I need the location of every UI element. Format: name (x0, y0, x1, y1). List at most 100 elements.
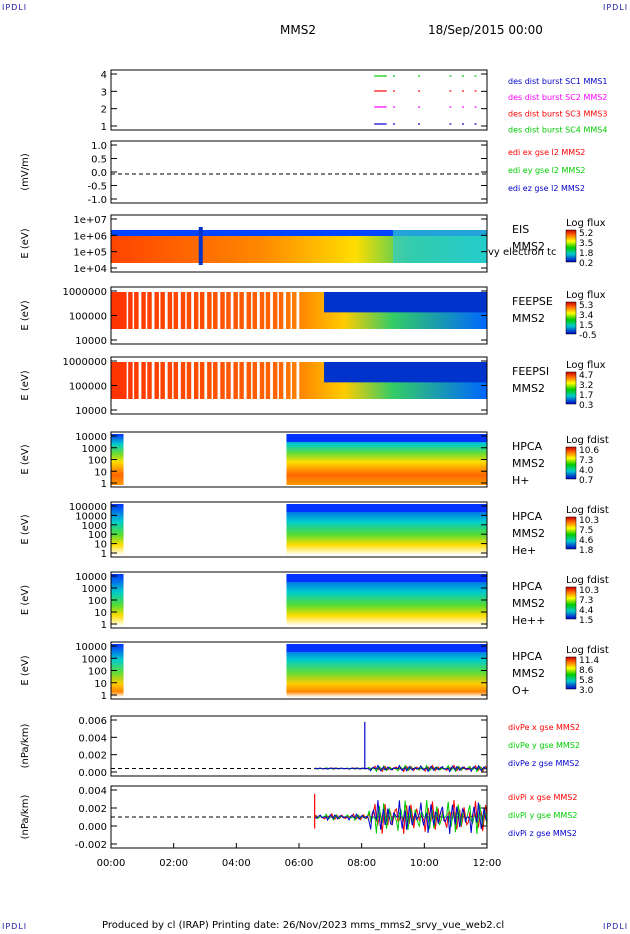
y-tick-label: 1 (101, 122, 107, 133)
right-label: MMS2 (512, 240, 545, 253)
y-tick-label: 100000 (69, 382, 107, 393)
hpca_h-early-block (111, 434, 124, 485)
legend-entry: des dist burst SC3 MMS3 (508, 109, 607, 118)
feepse-gap (271, 292, 273, 329)
hpca_hepp-top-band (286, 574, 487, 582)
colorbar (565, 586, 577, 620)
feepse-gap (297, 292, 300, 329)
y-tick-label: 0.000 (78, 768, 107, 779)
hpca_he-spectrum (286, 504, 487, 555)
right-label: MMS2 (512, 382, 545, 395)
feepse-gap (132, 292, 135, 329)
feepse-gap (152, 292, 155, 329)
x-tick-label: 12:00 (473, 858, 502, 869)
y-tick-label: 1000 (82, 654, 107, 665)
y-axis-label: E (eV) (20, 370, 31, 400)
overlay-text: vy electron tc (488, 247, 556, 258)
legend-entry: divPi z gse MMS2 (508, 829, 577, 838)
right-label: He+ (512, 544, 536, 557)
y-tick-label: 1 (101, 620, 107, 631)
right-label: HPCA (512, 650, 543, 663)
y-tick-label: 1e+06 (73, 231, 107, 242)
right-label: He++ (512, 614, 545, 627)
colorbar-tick-label: 5.8 (579, 676, 594, 686)
corner-label-top-right: IPDLI (603, 3, 629, 12)
y-tick-label: 100 (88, 530, 107, 541)
feepsi-gap (152, 362, 155, 399)
y-tick-label: 10000 (75, 336, 107, 347)
colorbar-tick-label: 0.7 (579, 476, 593, 486)
y-axis-label: (nPa/km) (20, 724, 31, 769)
y-tick-label: -0.5 (87, 182, 107, 193)
right-label: HPCA (512, 580, 543, 593)
feepse-gap (192, 292, 194, 329)
feepse-gap (164, 292, 167, 329)
colorbar-tick-label: 7.5 (579, 526, 593, 536)
feepse-gap (151, 292, 154, 329)
feepsi-gap (283, 362, 285, 399)
legend-entry: des dist burst SC1 MMS1 (508, 77, 607, 86)
legend-entry: edi ez gse l2 MMS2 (508, 184, 585, 193)
y-tick-label: 0.002 (78, 804, 107, 815)
panel-divpi: 0.004 0.002 0.000 -0.002 (nPa/km) divPi x gse… (20, 785, 577, 851)
colorbar-tick-label: 4.0 (579, 466, 594, 476)
y-axis-label: E (eV) (20, 514, 31, 544)
feepse-gap (185, 292, 187, 329)
feepsi-gap (218, 362, 221, 399)
y-tick-label: 10 (94, 608, 107, 619)
x-tick-label: 06:00 (285, 858, 314, 869)
right-label: EIS (512, 223, 529, 236)
y-axis-label: (mV/m) (20, 153, 31, 191)
right-label: MMS2 (512, 667, 545, 680)
x-tick-label: 04:00 (222, 858, 251, 869)
colorbar (565, 229, 577, 263)
colorbar-title: Log fdist (566, 575, 609, 586)
feepse-gap (179, 292, 181, 329)
y-tick-label: 1e+07 (73, 215, 107, 226)
colorbar-tick-label: 11.4 (579, 656, 599, 666)
colorbar-title: Log flux (566, 290, 606, 301)
colorbar-title: Log fdist (566, 435, 609, 446)
colorbar-tick-label: 10.3 (579, 586, 599, 596)
feepsi-gap (257, 362, 259, 399)
colorbar-tick-label: 1.8 (579, 546, 594, 556)
colorbar-tick-label: 7.3 (579, 596, 593, 606)
feepse-gap (138, 292, 141, 329)
colorbar-title: Log flux (566, 360, 606, 371)
y-tick-label: 1 (101, 479, 107, 490)
feepse-gap (296, 292, 298, 329)
feepsi-upper-region (324, 362, 487, 383)
feepse-gap (237, 292, 240, 329)
hpca_o-top-band (286, 644, 487, 652)
legend-entry: divPe z gse MMS2 (508, 759, 579, 768)
y-tick-label: 0.006 (78, 716, 107, 727)
y-axis-label: E (eV) (20, 300, 31, 330)
y-tick-label: 100000 (69, 312, 107, 323)
hpca_he-early-block (111, 504, 124, 555)
feepsi-gap (270, 362, 272, 399)
right-label: MMS2 (512, 312, 545, 325)
feepse-gap (290, 292, 293, 329)
feepsi-gap (258, 362, 260, 399)
feepse-gap (166, 292, 168, 329)
panel-feepsi: 1000000 100000 10000 E (eV) FEEPSI MMS2 Log fl… (20, 356, 606, 417)
colorbar (565, 656, 577, 690)
y-axis-label: E (eV) (20, 585, 31, 615)
feepsi-gap (284, 362, 287, 399)
y-tick-label: 100 (88, 667, 107, 678)
colorbar (565, 516, 577, 550)
feepse-gap (231, 292, 234, 329)
feepse-gap (158, 292, 161, 329)
panel-frame (110, 214, 488, 273)
colorbar-title: Log flux (566, 218, 606, 229)
colorbar-tick-label: 3.0 (579, 686, 594, 696)
right-label: MMS2 (512, 597, 545, 610)
feepse-gap (211, 292, 214, 329)
feepse-upper-region (324, 292, 487, 313)
feepsi-gap (198, 362, 200, 399)
feepse-gap (205, 292, 208, 329)
feepse-gap (204, 292, 206, 329)
